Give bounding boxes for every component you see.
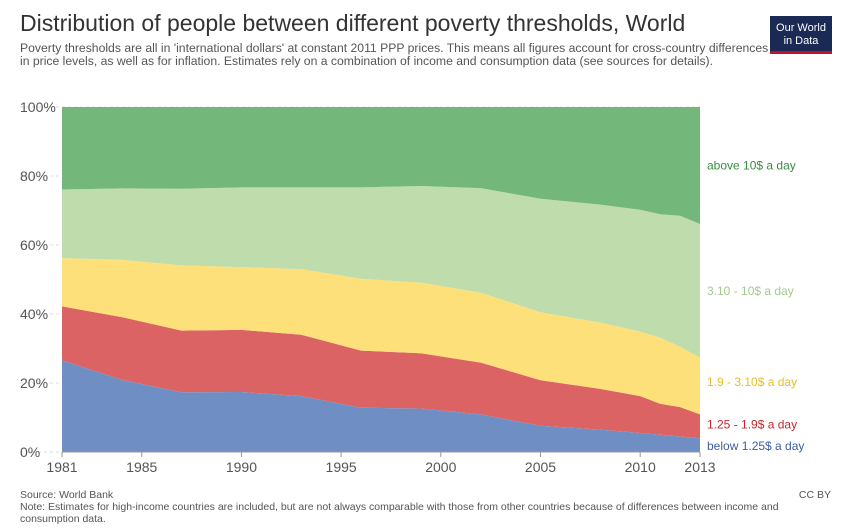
x-tick-label: 1985 <box>126 459 157 475</box>
stacked-area-chart: 0% 20% 40% 60% 80% 100% 1981 1985 1990 1995 2000 20… <box>20 99 804 475</box>
y-tick-label: 20% <box>20 375 48 391</box>
chart-subtitle: Poverty thresholds are all in 'internati… <box>20 41 769 69</box>
area-series-4[interactable] <box>62 186 700 358</box>
series-label-1[interactable]: below 1.25$ a day <box>707 439 804 453</box>
y-tick-label: 40% <box>20 306 48 322</box>
series-label-4[interactable]: 3.10 - 10$ a day <box>707 284 794 298</box>
area-series-3[interactable] <box>62 258 700 415</box>
area-series-5[interactable] <box>62 107 700 224</box>
footnote: Note: Estimates for high-income countrie… <box>20 501 779 525</box>
series-label-3[interactable]: 1.9 - 3.10$ a day <box>707 375 797 389</box>
series-labels: below 1.25$ a day 1.25 - 1.9$ a day 1.9 - … <box>707 158 804 453</box>
x-tick-label: 2010 <box>625 459 656 475</box>
logo-line-1: Our World <box>776 22 826 34</box>
y-tick-label: 80% <box>20 168 48 184</box>
owid-logo[interactable]: Our World in Data <box>770 16 832 54</box>
axes: 0% 20% 40% 60% 80% 100% 1981 1985 1990 1995 2000 20… <box>20 99 716 475</box>
x-tick-label: 2005 <box>525 459 556 475</box>
y-tick-label: 0% <box>20 444 40 460</box>
area-series-2[interactable] <box>62 306 700 439</box>
x-tick-label: 2000 <box>425 459 456 475</box>
chart-title: Distribution of people between different… <box>20 10 686 36</box>
logo-line-2: in Data <box>783 35 819 47</box>
series-label-5[interactable]: above 10$ a day <box>707 158 796 172</box>
x-tick-label: 1995 <box>326 459 357 475</box>
y-tick-label: 60% <box>20 237 48 253</box>
y-tick-label: 100% <box>20 99 56 115</box>
source-note[interactable]: Source: World Bank <box>20 489 114 501</box>
x-tick-label: 1981 <box>46 459 77 475</box>
series-label-2[interactable]: 1.25 - 1.9$ a day <box>707 417 797 431</box>
area-series <box>62 107 700 452</box>
x-tick-label: 1990 <box>226 459 257 475</box>
logo-accent-bar <box>770 51 832 54</box>
area-series-1[interactable] <box>62 360 700 452</box>
license-link[interactable]: CC BY <box>798 489 831 501</box>
x-tick-label: 2013 <box>684 459 715 475</box>
